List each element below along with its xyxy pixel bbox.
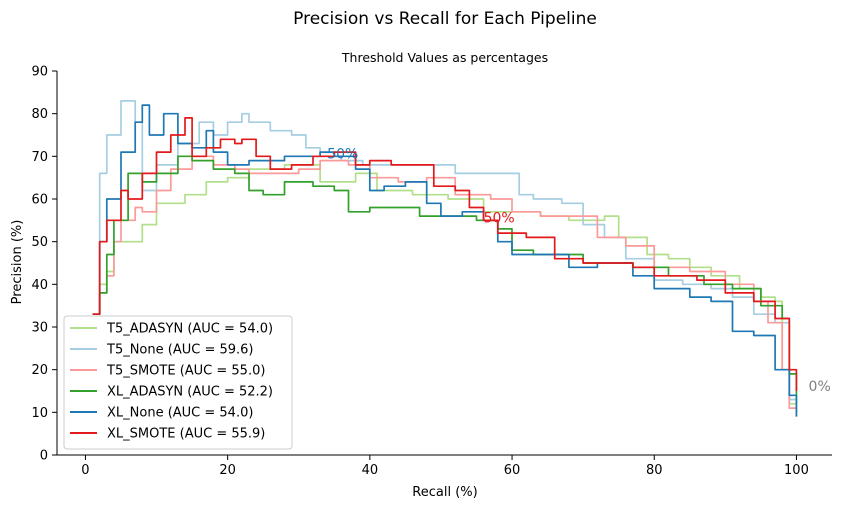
legend-entry: XL_SMOTE (AUC = 55.9) — [107, 427, 265, 442]
x-axis-label: Recall (%) — [412, 485, 477, 500]
y-tick-label: 10 — [31, 406, 48, 421]
legend-entry: T5_None (AUC = 59.6) — [106, 343, 254, 358]
y-tick-label: 40 — [31, 278, 48, 293]
y-axis-ticks: 0 10 20 30 40 50 60 70 80 90 — [31, 65, 57, 464]
x-tick-label: 0 — [81, 463, 89, 478]
legend-entry: XL_None (AUC = 54.0) — [107, 406, 253, 421]
legend-entry: XL_ADASYN (AUC = 52.2) — [107, 385, 273, 400]
threshold-annotation: 50% — [327, 146, 358, 162]
y-tick-label: 60 — [31, 193, 48, 208]
chart-title: Precision vs Recall for Each Pipeline — [293, 9, 597, 29]
chart-subtitle: Threshold Values as percentages — [341, 50, 548, 65]
legend-entry: T5_ADASYN (AUC = 54.0) — [106, 322, 273, 337]
y-tick-label: 90 — [31, 65, 48, 80]
x-axis-ticks: 0 20 40 60 80 100 — [81, 455, 809, 478]
x-tick-label: 60 — [504, 463, 521, 478]
x-tick-label: 80 — [646, 463, 663, 478]
y-tick-label: 0 — [40, 449, 48, 464]
y-axis-label: Precision (%) — [10, 220, 25, 305]
threshold-annotation: 0% — [809, 379, 831, 395]
y-tick-label: 70 — [31, 150, 48, 165]
x-tick-label: 20 — [219, 463, 236, 478]
x-tick-label: 40 — [362, 463, 379, 478]
x-tick-label: 100 — [784, 463, 809, 478]
threshold-annotation: 50% — [484, 210, 515, 226]
y-tick-label: 30 — [31, 321, 48, 336]
annotation-layer: 50% 50% 0% — [327, 146, 831, 395]
legend-entry: T5_SMOTE (AUC = 55.0) — [106, 364, 265, 379]
y-tick-label: 50 — [31, 235, 48, 250]
y-tick-label: 20 — [31, 363, 48, 378]
y-tick-label: 80 — [31, 107, 48, 122]
legend: T5_ADASYN (AUC = 54.0) T5_None (AUC = 59.… — [64, 316, 292, 449]
